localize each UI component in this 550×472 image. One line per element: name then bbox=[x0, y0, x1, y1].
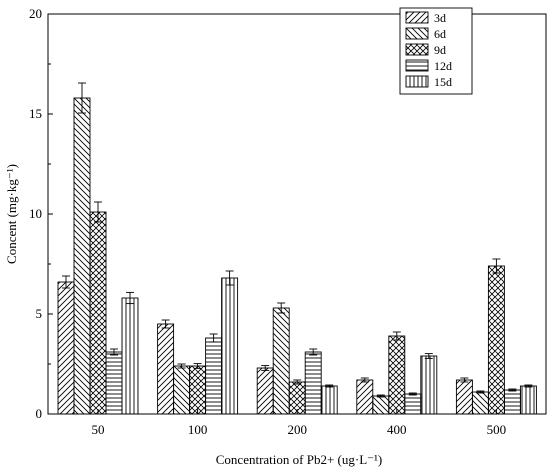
bar-9d-100 bbox=[189, 365, 207, 415]
error-bar-12d-400 bbox=[408, 392, 417, 396]
error-bar-15d-100 bbox=[225, 270, 234, 286]
bar-3d-500 bbox=[455, 379, 473, 415]
error-bar-9d-200 bbox=[293, 379, 302, 385]
legend-swatch-15d bbox=[405, 75, 429, 88]
error-bar-12d-100 bbox=[209, 333, 218, 343]
x-axis-title: Concentration of Pb2+ (ug·L⁻¹) bbox=[216, 452, 382, 467]
y-tick-label: 0 bbox=[36, 406, 43, 421]
bar-12d-400 bbox=[404, 393, 422, 415]
error-bar-9d-100 bbox=[193, 363, 202, 369]
error-bar-3d-50 bbox=[62, 275, 70, 289]
bar-3d-50 bbox=[57, 281, 75, 415]
y-axis-title: Concent (mg·kg⁻¹) bbox=[4, 164, 19, 264]
y-tick-label: 20 bbox=[29, 6, 42, 21]
error-bar-6d-500 bbox=[476, 390, 485, 394]
error-bar-12d-500 bbox=[508, 388, 517, 392]
legend-label-9d: 9d bbox=[434, 43, 446, 57]
error-bar-6d-100 bbox=[177, 363, 186, 369]
bar-3d-200 bbox=[256, 367, 274, 415]
bar-3d-100 bbox=[157, 323, 175, 415]
bar-15d-50 bbox=[121, 297, 139, 415]
bar-15d-200 bbox=[320, 385, 338, 415]
x-tick-label: 200 bbox=[287, 422, 307, 437]
y-tick-label: 5 bbox=[36, 306, 43, 321]
error-bar-3d-400 bbox=[360, 377, 369, 383]
x-tick-label: 500 bbox=[487, 422, 507, 437]
bar-15d-400 bbox=[420, 355, 438, 415]
legend: 3d 6d 9d 12d 15d bbox=[399, 7, 473, 95]
bar-6d-500 bbox=[471, 391, 489, 415]
legend-label-6d: 6d bbox=[434, 27, 446, 41]
error-bar-15d-500 bbox=[524, 384, 533, 388]
x-tick-label: 400 bbox=[387, 422, 407, 437]
plot-area: 0 5 10 15 20 50 100 200 400 500 bbox=[29, 6, 547, 437]
y-tick-label: 10 bbox=[29, 206, 42, 221]
bar-3d-400 bbox=[356, 379, 374, 415]
bar-12d-200 bbox=[304, 351, 322, 415]
legend-label-3d: 3d bbox=[434, 11, 446, 25]
bar-12d-500 bbox=[503, 389, 521, 415]
bar-9d-500 bbox=[487, 265, 505, 415]
legend-label-12d: 12d bbox=[434, 59, 452, 73]
error-bar-6d-400 bbox=[376, 394, 385, 398]
bar-6d-50 bbox=[73, 97, 91, 415]
bar-9d-400 bbox=[388, 335, 406, 415]
bar-12d-50 bbox=[105, 351, 123, 415]
error-bar-3d-100 bbox=[161, 319, 170, 329]
legend-swatch-9d bbox=[405, 43, 429, 56]
y-tick-label: 15 bbox=[29, 106, 42, 121]
x-tick-label: 100 bbox=[188, 422, 208, 437]
x-tick-label: 50 bbox=[92, 422, 105, 437]
error-bar-6d-50 bbox=[78, 82, 86, 114]
error-bar-15d-50 bbox=[126, 291, 134, 305]
legend-swatch-6d bbox=[405, 27, 429, 40]
legend-label-15d: 15d bbox=[434, 75, 452, 89]
error-bar-3d-200 bbox=[261, 365, 270, 371]
error-bar-12d-50 bbox=[110, 348, 118, 356]
error-bar-3d-500 bbox=[460, 377, 469, 383]
error-bar-15d-200 bbox=[325, 384, 334, 388]
legend-swatch-3d bbox=[405, 11, 429, 24]
bar-6d-400 bbox=[372, 395, 390, 415]
bar-12d-100 bbox=[205, 337, 223, 415]
bar-15d-500 bbox=[519, 385, 537, 415]
bar-9d-50 bbox=[89, 211, 107, 415]
error-bar-6d-200 bbox=[277, 302, 286, 314]
bar-6d-100 bbox=[173, 365, 191, 415]
error-bar-12d-200 bbox=[309, 348, 318, 356]
bar-15d-100 bbox=[221, 277, 239, 415]
error-bar-9d-500 bbox=[492, 258, 501, 274]
error-bar-9d-400 bbox=[392, 331, 401, 341]
error-bar-9d-50 bbox=[94, 201, 102, 223]
bar-6d-200 bbox=[272, 307, 290, 415]
error-bar-15d-400 bbox=[424, 353, 433, 359]
legend-swatch-12d bbox=[405, 59, 429, 72]
